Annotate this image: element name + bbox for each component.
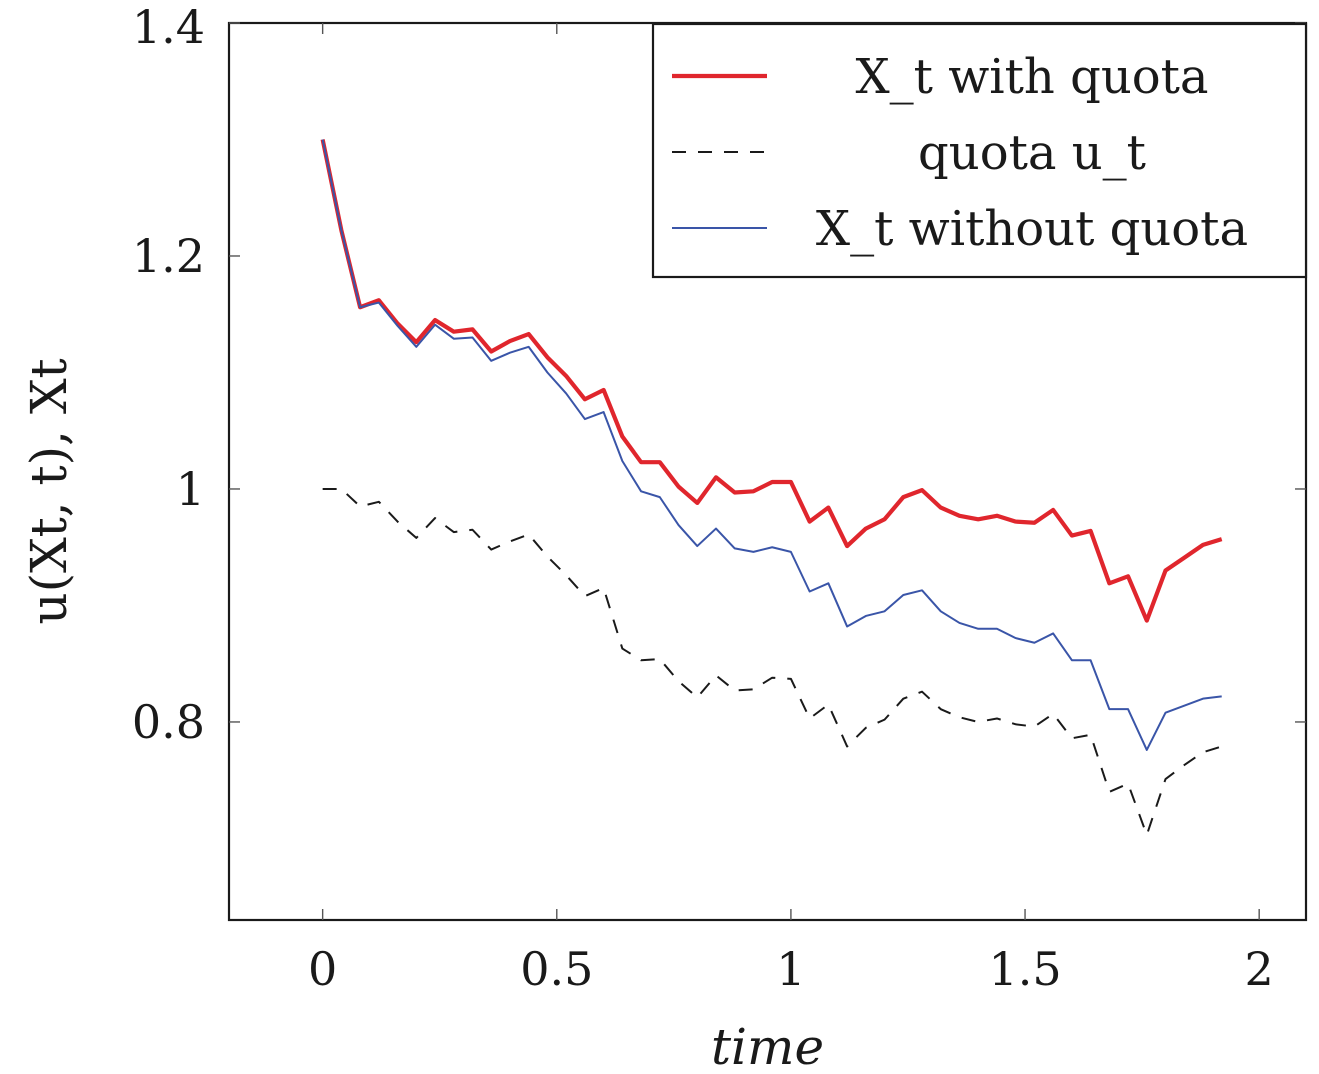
series-line-1	[322, 487, 1223, 836]
series-line-2	[321, 139, 1222, 751]
x-tick-label-0: 0	[308, 942, 337, 996]
x-tick-label-2: 1	[776, 942, 805, 996]
x-tick-label-1: 0.5	[520, 942, 593, 996]
series-line-0	[320, 139, 1223, 623]
legend-label-1: quota u_t	[918, 125, 1146, 181]
y-tick-label-0: 0.8	[132, 695, 205, 749]
x-tick-label-4: 2	[1245, 942, 1274, 996]
legend-entries: X_t with quota quota u_t X_t without quota	[672, 49, 1248, 257]
y-tick-label-3: 1.4	[132, 0, 205, 54]
y-tick-label-2: 1.2	[132, 229, 205, 283]
x-axis-label: time	[711, 1018, 824, 1074]
legend-label-0: X_t with quota	[855, 49, 1208, 105]
series-layer	[320, 139, 1223, 836]
x-tick-label-3: 1.5	[988, 942, 1061, 996]
x-tick-labels: 0 0.5 1 1.5 2	[308, 942, 1274, 996]
y-tick-labels: 0.8 1 1.2 1.4	[132, 0, 205, 749]
legend: X_t with quota quota u_t X_t without quota	[651, 22, 1308, 279]
y-axis-label-text: u(Xt, t), Xt	[20, 358, 78, 624]
y-axis-label: u(Xt, t), Xt	[20, 358, 78, 624]
legend-label-2: X_t without quota	[816, 201, 1248, 257]
legend-box	[651, 22, 1308, 279]
y-tick-label-1: 1	[176, 462, 205, 516]
